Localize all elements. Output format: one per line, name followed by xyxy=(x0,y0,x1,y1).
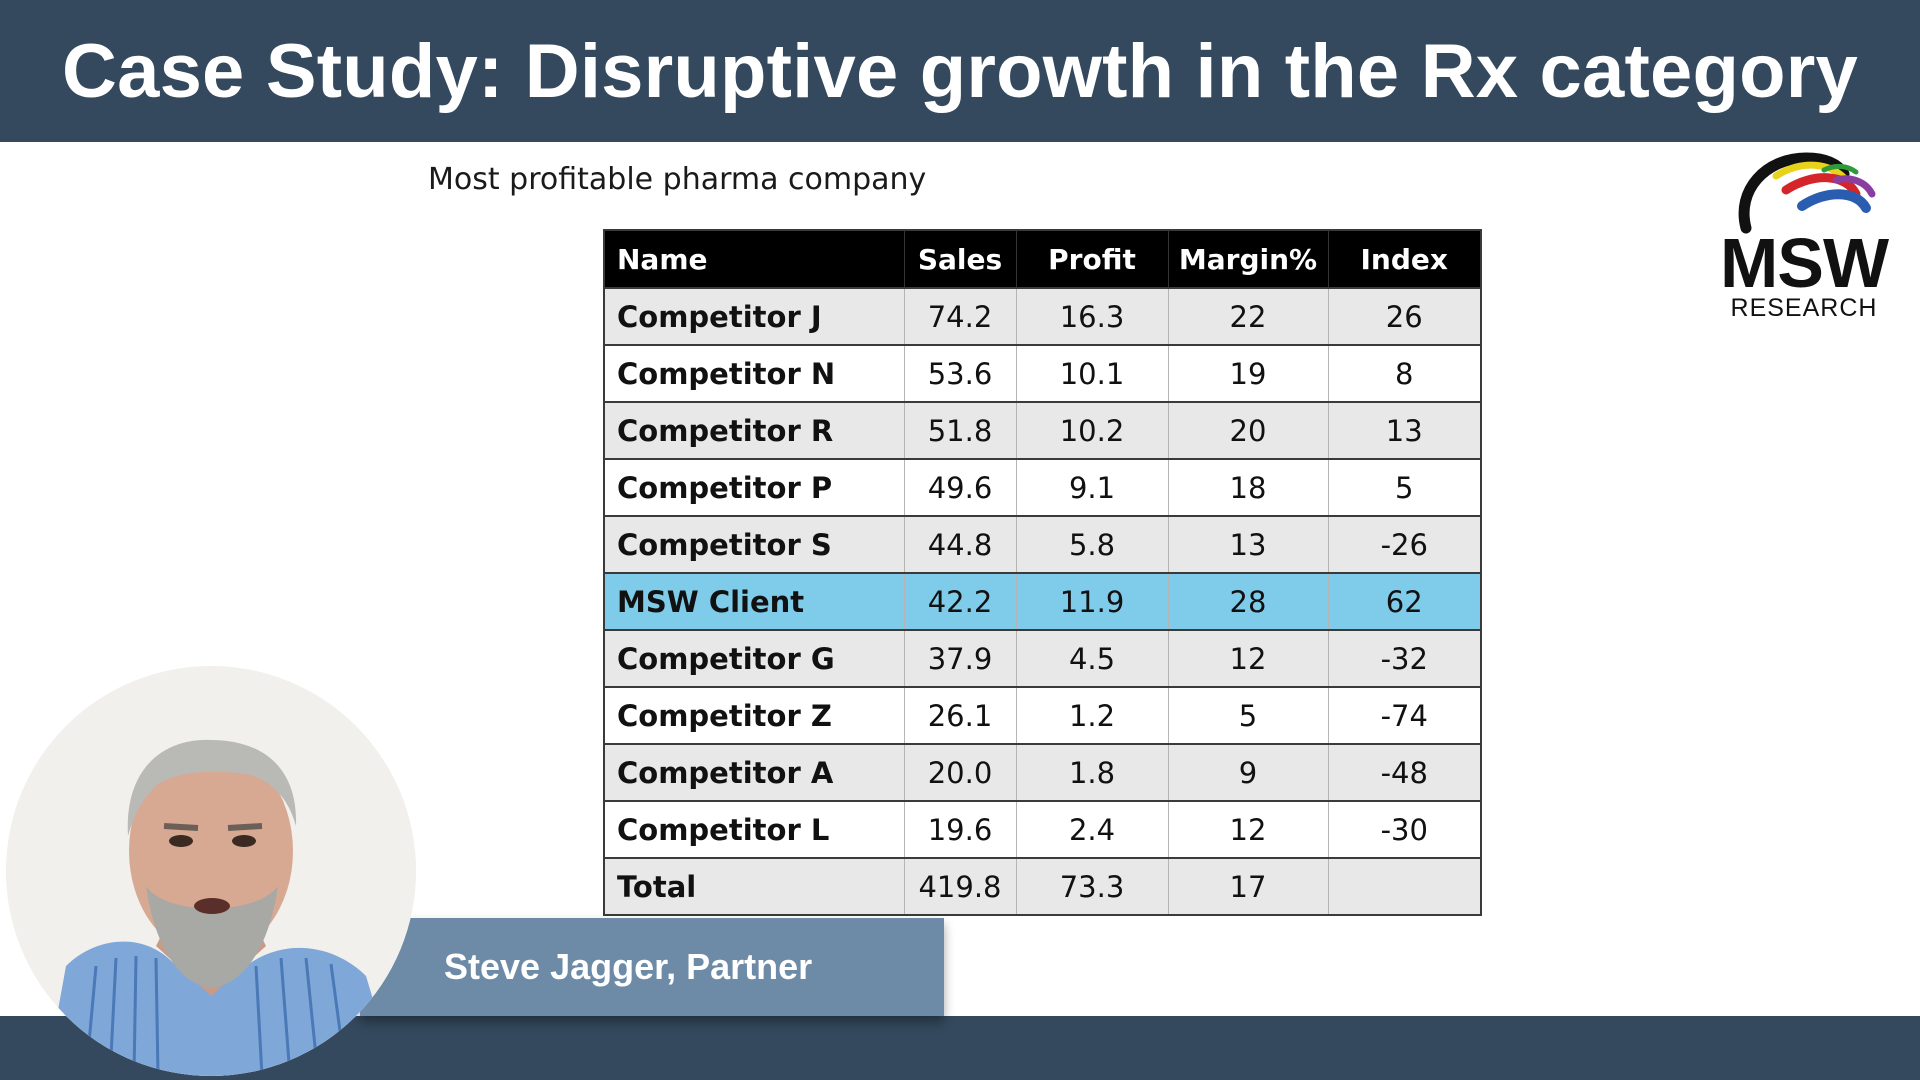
table-row: Competitor Z 26.1 1.2 5 -74 xyxy=(604,686,1481,744)
cell-margin: 18 xyxy=(1167,458,1328,516)
cell-sales: 20.0 xyxy=(903,743,1016,801)
cell-name: MSW Client xyxy=(604,572,904,630)
cell-margin: 12 xyxy=(1167,629,1328,687)
cell-profit: 5.8 xyxy=(1015,515,1168,573)
presenter-video xyxy=(6,666,416,1076)
cell-profit: 16.3 xyxy=(1015,287,1168,345)
column-header-index: Index xyxy=(1327,230,1481,288)
logo-research-text: RESEARCH xyxy=(1730,294,1878,322)
presenter-name-plate: Steve Jagger, Partner xyxy=(360,918,944,1016)
cell-index: -26 xyxy=(1327,515,1481,573)
table-body: Competitor J 74.2 16.3 22 26 Competitor … xyxy=(604,287,1481,915)
table-row-highlighted: MSW Client 42.2 11.9 28 62 xyxy=(604,572,1481,630)
cell-profit: 10.2 xyxy=(1015,401,1168,459)
cell-profit: 1.2 xyxy=(1015,686,1168,744)
cell-name: Competitor P xyxy=(604,458,904,516)
column-header-margin: Margin% xyxy=(1167,230,1328,288)
cell-sales: 53.6 xyxy=(903,344,1016,402)
table-header-row: Name Sales Profit Margin% Index xyxy=(604,230,1481,288)
cell-profit: 2.4 xyxy=(1015,800,1168,858)
table-row: Competitor J 74.2 16.3 22 26 xyxy=(604,287,1481,345)
msw-research-logo-icon xyxy=(1738,152,1876,234)
cell-margin: 12 xyxy=(1167,800,1328,858)
title-bar: Case Study: Disruptive growth in the Rx … xyxy=(0,0,1920,142)
slide-subtitle: Most profitable pharma company xyxy=(428,162,927,197)
cell-index: 8 xyxy=(1327,344,1481,402)
cell-sales: 19.6 xyxy=(903,800,1016,858)
presenter-avatar-icon xyxy=(6,666,416,1076)
cell-index: 5 xyxy=(1327,458,1481,516)
column-header-name: Name xyxy=(604,230,904,288)
presenter-name: Steve Jagger, Partner xyxy=(444,946,813,987)
column-header-sales: Sales xyxy=(903,230,1016,288)
cell-name: Total xyxy=(604,857,904,915)
cell-name: Competitor S xyxy=(604,515,904,573)
cell-index: 13 xyxy=(1327,401,1481,459)
profitability-table: Name Sales Profit Margin% Index Competit… xyxy=(603,229,1482,916)
cell-sales: 44.8 xyxy=(903,515,1016,573)
cell-profit: 9.1 xyxy=(1015,458,1168,516)
table-row: Competitor P 49.6 9.1 18 5 xyxy=(604,458,1481,516)
cell-name: Competitor L xyxy=(604,800,904,858)
cell-name: Competitor A xyxy=(604,743,904,801)
cell-profit: 73.3 xyxy=(1015,857,1168,915)
table-row: Competitor S 44.8 5.8 13 -26 xyxy=(604,515,1481,573)
cell-margin: 17 xyxy=(1167,857,1328,915)
table-row: Competitor A 20.0 1.8 9 -48 xyxy=(604,743,1481,801)
cell-name: Competitor N xyxy=(604,344,904,402)
cell-sales: 49.6 xyxy=(903,458,1016,516)
table-row: Competitor R 51.8 10.2 20 13 xyxy=(604,401,1481,459)
cell-name: Competitor Z xyxy=(604,686,904,744)
cell-margin: 28 xyxy=(1167,572,1328,630)
cell-margin: 20 xyxy=(1167,401,1328,459)
cell-profit: 11.9 xyxy=(1015,572,1168,630)
cell-index: -30 xyxy=(1327,800,1481,858)
cell-margin: 13 xyxy=(1167,515,1328,573)
cell-profit: 1.8 xyxy=(1015,743,1168,801)
cell-index: -32 xyxy=(1327,629,1481,687)
cell-index xyxy=(1327,857,1481,915)
cell-margin: 22 xyxy=(1167,287,1328,345)
cell-sales: 42.2 xyxy=(903,572,1016,630)
cell-index: -48 xyxy=(1327,743,1481,801)
table-row: Competitor N 53.6 10.1 19 8 xyxy=(604,344,1481,402)
cell-sales: 37.9 xyxy=(903,629,1016,687)
cell-sales: 74.2 xyxy=(903,287,1016,345)
cell-name: Competitor G xyxy=(604,629,904,687)
cell-index: 26 xyxy=(1327,287,1481,345)
table-total-row: Total 419.8 73.3 17 xyxy=(604,857,1481,915)
cell-name: Competitor J xyxy=(604,287,904,345)
cell-profit: 4.5 xyxy=(1015,629,1168,687)
cell-margin: 19 xyxy=(1167,344,1328,402)
cell-sales: 26.1 xyxy=(903,686,1016,744)
logo-msw-text: MSW xyxy=(1719,224,1889,302)
cell-sales: 419.8 xyxy=(903,857,1016,915)
cell-sales: 51.8 xyxy=(903,401,1016,459)
cell-margin: 9 xyxy=(1167,743,1328,801)
logo-wordmark: MSW RESEARCH xyxy=(1706,224,1902,322)
cell-index: -74 xyxy=(1327,686,1481,744)
cell-index: 62 xyxy=(1327,572,1481,630)
cell-margin: 5 xyxy=(1167,686,1328,744)
table-row: Competitor G 37.9 4.5 12 -32 xyxy=(604,629,1481,687)
column-header-profit: Profit xyxy=(1015,230,1168,288)
table-row: Competitor L 19.6 2.4 12 -30 xyxy=(604,800,1481,858)
cell-name: Competitor R xyxy=(604,401,904,459)
cell-profit: 10.1 xyxy=(1015,344,1168,402)
slide-title: Case Study: Disruptive growth in the Rx … xyxy=(62,28,1858,114)
